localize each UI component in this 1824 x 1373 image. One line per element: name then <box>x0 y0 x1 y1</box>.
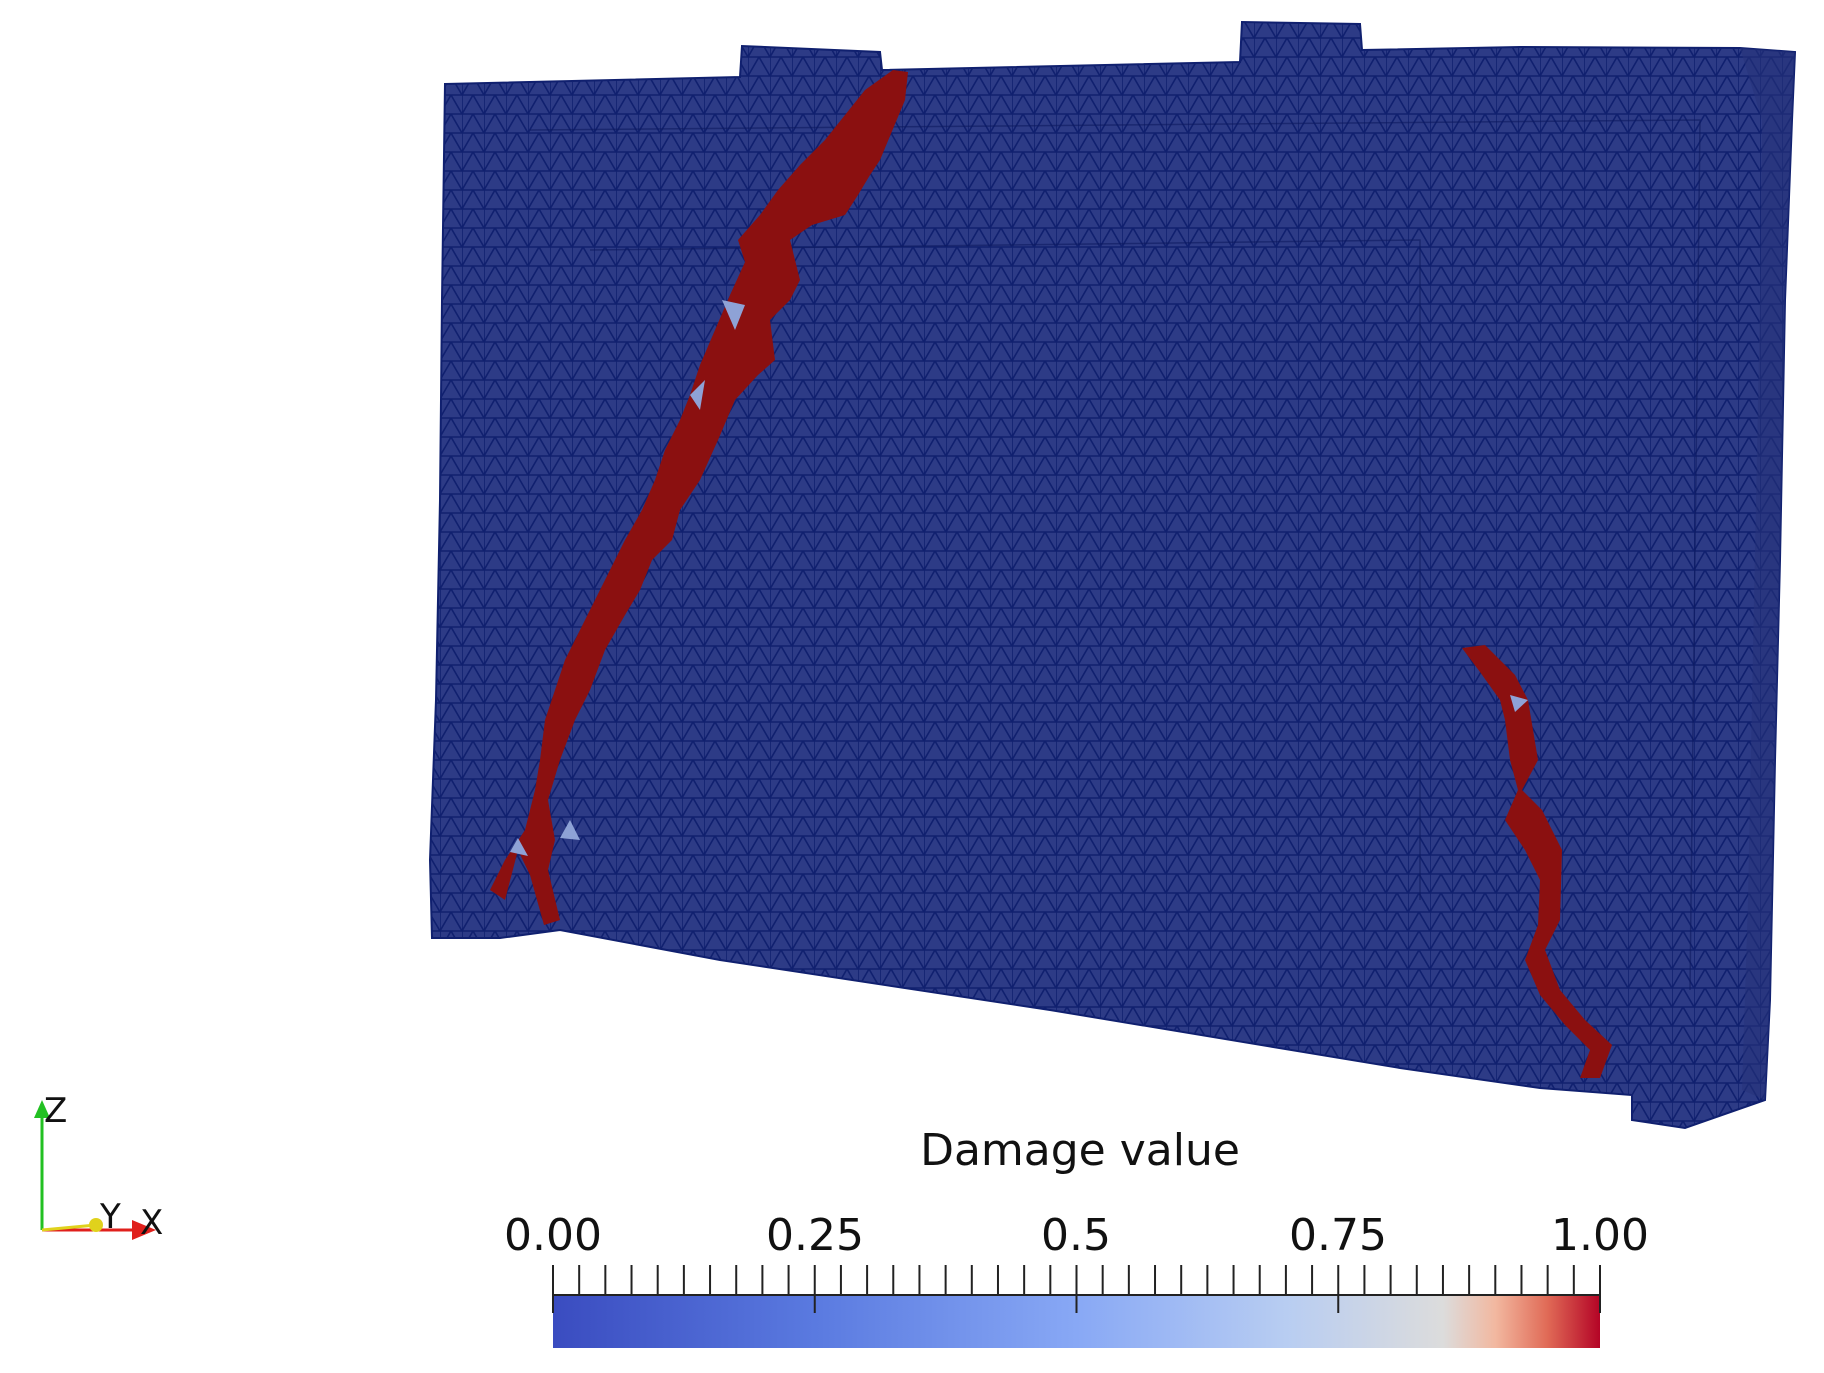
y-axis-arrow <box>89 1218 103 1232</box>
mesh-side-face <box>1740 48 1795 1100</box>
orientation-axes <box>34 1100 156 1240</box>
mesh-inner-frame <box>529 119 1701 991</box>
legend-tick-label: 0.00 <box>504 1210 602 1261</box>
crack-right-partial <box>1510 695 1528 712</box>
x-axis-label: X <box>140 1203 164 1243</box>
legend-tick-label: 1.00 <box>1551 1210 1649 1261</box>
legend-title: Damage value <box>920 1125 1240 1176</box>
color-legend <box>552 1265 1601 1348</box>
crack-right <box>1462 645 1612 1078</box>
legend-tick-label: 0.25 <box>766 1210 864 1261</box>
legend-tick-label: 0.75 <box>1289 1210 1387 1261</box>
y-axis-label: Y <box>100 1197 121 1237</box>
z-axis-label: Z <box>44 1091 68 1131</box>
legend-tick-label: 0.5 <box>1041 1210 1111 1261</box>
y-axis-line <box>41 1223 97 1232</box>
x-axis-arrow <box>132 1220 156 1240</box>
z-axis-arrow <box>34 1100 50 1118</box>
legend-ticks <box>552 1265 1601 1313</box>
mesh-model <box>428 20 1797 1130</box>
crack-left <box>490 70 908 925</box>
